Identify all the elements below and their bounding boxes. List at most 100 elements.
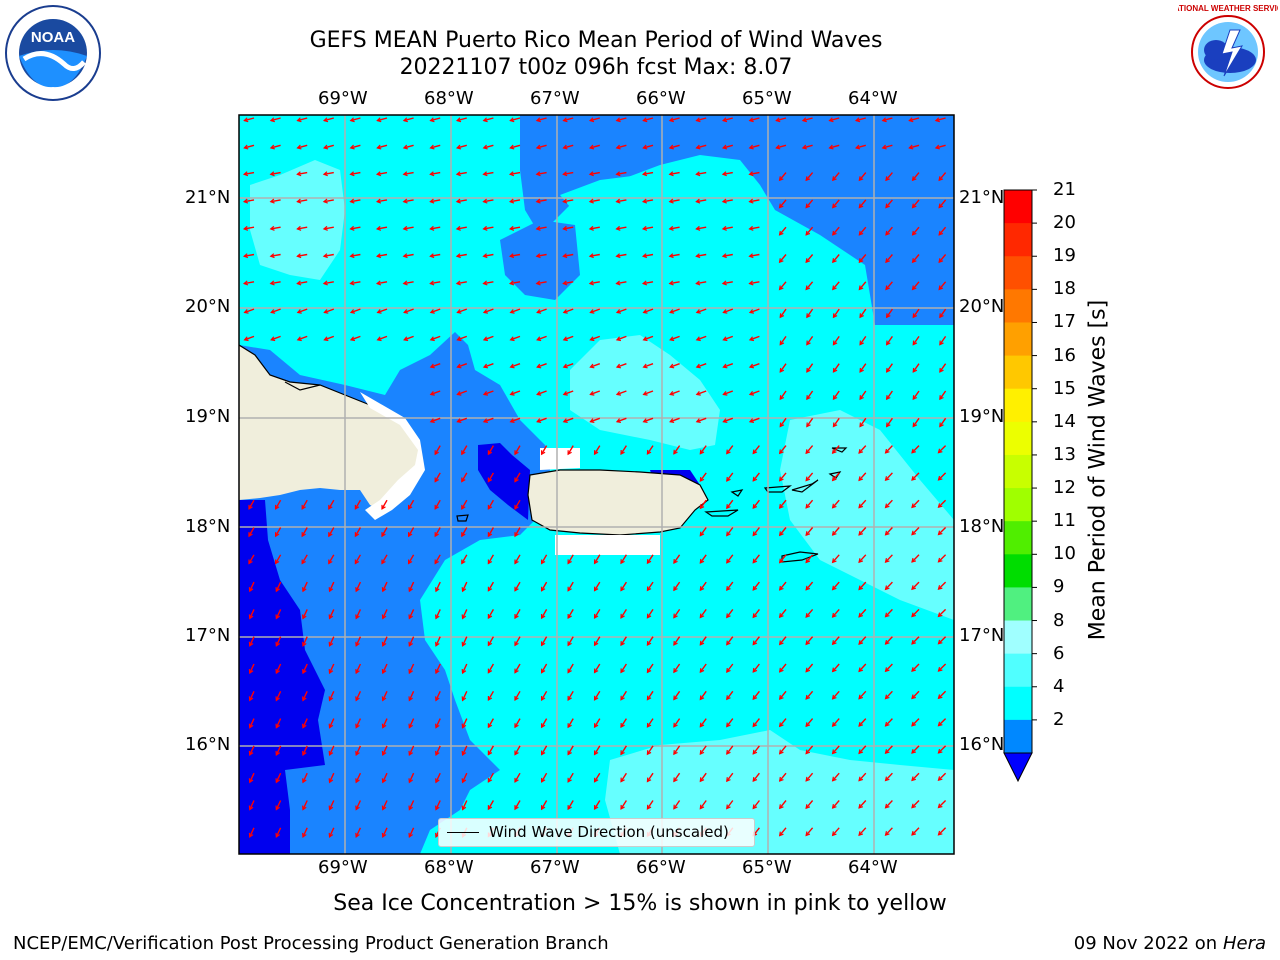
wind-arrow [911,745,920,754]
wind-arrow [302,718,308,728]
wind-arrow [805,527,814,536]
wind-arrow [403,308,414,314]
wind-arrow [779,745,787,755]
wind-arrow-head [402,171,408,177]
wind-arrow [563,335,574,341]
wind-arrow-head [487,723,493,729]
wind-arrow [354,554,362,564]
wind-arrow [563,417,574,423]
wind-arrow [382,691,388,701]
wind-arrow [673,554,681,564]
wind-arrow-head [805,585,811,591]
wind-arrow-head [832,422,838,428]
wind-arrow-head [937,585,943,590]
wind-arrow [726,745,734,755]
wind-arrow-head [722,309,728,314]
lat-tick-left: 18°N [185,516,231,537]
wind-arrow-head [514,641,519,647]
wind-arrow [461,609,468,619]
wind-arrow-head [248,614,254,620]
wind-arrow-head [349,117,355,123]
wind-arrow [939,335,947,345]
wind-arrow [270,199,281,203]
wind-arrow [540,718,548,728]
colorbar-tick-label: 18 [1053,278,1076,300]
wind-arrow-head [402,117,408,123]
wind-arrow-head [726,449,731,455]
wind-arrow [249,636,255,647]
wind-arrow [461,718,468,728]
wind-arrow-head [938,285,944,291]
wind-arrow [699,772,707,782]
wind-arrow [593,745,601,755]
wind-arrow-head [805,613,811,618]
wind-arrow-head [323,336,329,342]
wind-arrow [536,308,547,314]
wind-arrow [435,745,441,756]
wind-arrow-head [726,640,731,646]
wind-arrow-head [302,778,307,784]
wind-arrow [323,199,334,203]
wind-arrow [461,636,468,647]
wind-arrow [673,772,681,782]
wind-arrow-head [487,450,493,456]
wind-arrow-head [567,559,572,565]
wind-arrow [297,281,308,285]
lat-tick-left: 16°N [185,734,231,755]
wind-arrow [457,417,468,423]
wind-arrow-head [884,694,890,700]
wind-arrow [350,117,361,122]
wind-arrow [434,472,441,482]
wind-arrow [540,663,548,674]
wind-arrow-head [487,559,493,565]
wind-arrow [886,363,893,373]
ocean-deepblue-southwest [239,500,325,854]
wind-arrow [620,636,627,646]
wind-arrow [328,609,335,619]
wind-arrow-head [509,418,515,424]
wind-arrow-head [408,669,413,675]
wind-arrow-head [540,614,546,620]
wind-arrow [749,281,760,285]
wind-arrow-head [275,669,280,675]
wind-arrow [487,609,495,619]
wind-arrow-head [858,203,864,209]
wind-arrow-head [328,559,333,565]
wind-arrow-head [567,614,572,620]
wind-arrow-head [509,363,515,369]
wind-arrow-head [328,587,334,593]
wind-arrow [456,253,467,257]
wind-arrow [593,609,601,619]
wind-arrow [249,609,255,619]
wind-arrow-head [832,285,837,291]
wind-arrow [938,281,947,290]
wind-arrow-head [615,253,621,259]
wind-arrow-head [885,422,891,428]
wind-arrow [939,417,947,427]
wind-arrow [275,827,282,838]
wind-arrow [938,254,947,263]
colorbar-bin [1004,521,1032,555]
wind-arrow-head [509,390,515,396]
wind-arrow [275,609,282,619]
wind-arrow-head [296,253,302,259]
wind-arrow-head [912,313,918,319]
wind-arrow [723,335,734,341]
wind-arrow-head [381,559,386,565]
wind-arrow-head [620,613,625,619]
wind-arrow [699,472,707,482]
wind-arrow-head [912,422,918,428]
wind-arrow-head [801,144,807,150]
wind-arrow [832,417,840,427]
wind-arrow-head [778,695,784,700]
wind-arrow-head [858,612,864,618]
wind-arrow-head [748,280,754,286]
wind-arrow-head [778,176,784,182]
wind-arrow [911,636,920,645]
wind-arrow [832,335,840,345]
wind-arrow [779,772,787,782]
wind-arrow [858,608,867,618]
wind-arrow [589,199,600,203]
wind-arrow-head [699,558,705,564]
wind-arrow [643,117,654,122]
